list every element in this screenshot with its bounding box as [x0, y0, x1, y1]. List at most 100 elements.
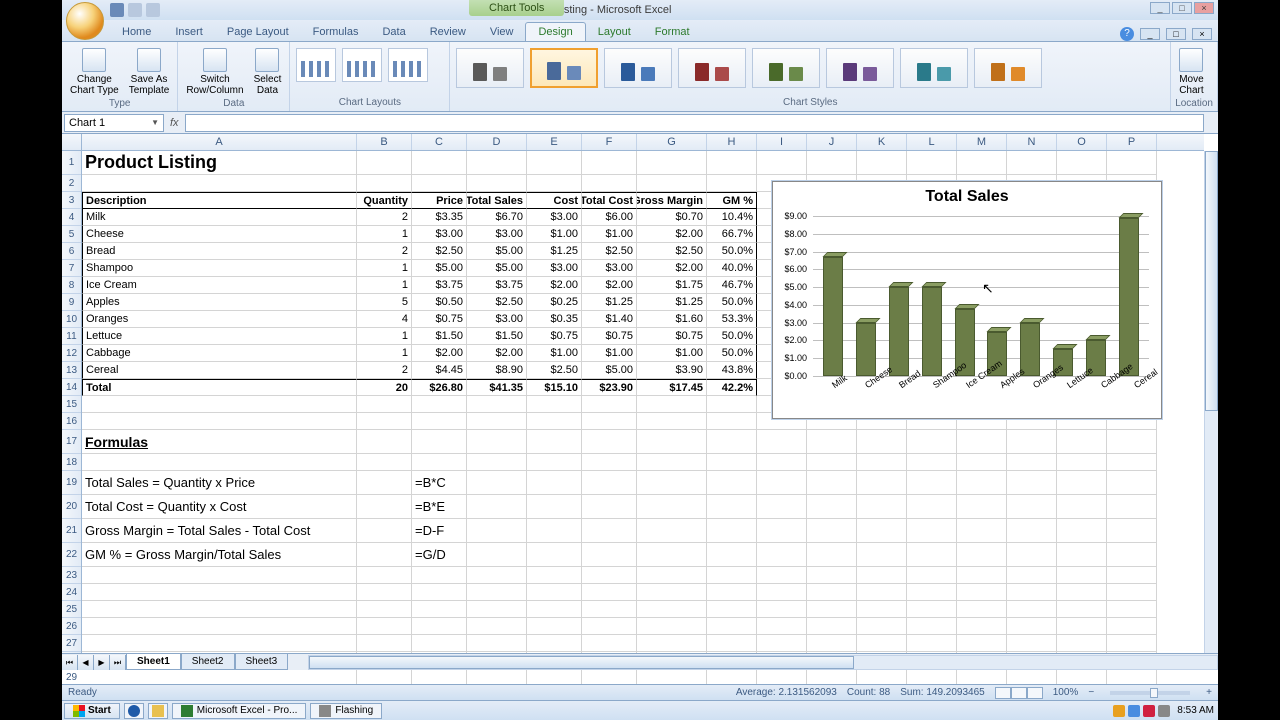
col-header-B[interactable]: B — [357, 134, 412, 150]
cell-M19[interactable] — [957, 471, 1007, 495]
cell-E18[interactable] — [527, 454, 582, 471]
cell-A21[interactable]: Gross Margin = Total Sales - Total Cost — [82, 519, 357, 543]
cell-A8[interactable]: Ice Cream — [82, 277, 357, 294]
cell-C22[interactable]: =G/D — [412, 543, 467, 567]
cell-G8[interactable]: $1.75 — [637, 277, 707, 294]
vertical-scrollbar[interactable] — [1204, 151, 1218, 670]
tray-icon[interactable] — [1128, 705, 1140, 717]
prev-sheet-button[interactable]: ◀ — [78, 655, 94, 670]
cell-D10[interactable]: $3.00 — [467, 311, 527, 328]
fx-button[interactable]: fx — [170, 117, 179, 129]
cell-C20[interactable]: =B*E — [412, 495, 467, 519]
cell-D11[interactable]: $1.50 — [467, 328, 527, 345]
row-header-9[interactable]: 9 — [62, 294, 81, 311]
cell-F15[interactable] — [582, 396, 637, 413]
row-header-27[interactable]: 27 — [62, 635, 81, 652]
cell-A29[interactable] — [82, 669, 357, 684]
cell-D16[interactable] — [467, 413, 527, 430]
cell-I27[interactable] — [757, 635, 807, 652]
cell-L21[interactable] — [907, 519, 957, 543]
row-header-8[interactable]: 8 — [62, 277, 81, 294]
cell-H12[interactable]: 50.0% — [707, 345, 757, 362]
change-chart-type-button[interactable]: Change Chart Type — [66, 46, 123, 98]
cell-A7[interactable]: Shampoo — [82, 260, 357, 277]
cell-M26[interactable] — [957, 618, 1007, 635]
cell-B18[interactable] — [357, 454, 412, 471]
cell-A2[interactable] — [82, 175, 357, 192]
cell-I29[interactable] — [757, 669, 807, 684]
cell-N24[interactable] — [1007, 584, 1057, 601]
cell-C24[interactable] — [412, 584, 467, 601]
tab-layout[interactable]: Layout — [586, 23, 643, 41]
tab-format[interactable]: Format — [643, 23, 702, 41]
cell-K25[interactable] — [857, 601, 907, 618]
tab-design[interactable]: Design — [525, 22, 585, 41]
cell-H10[interactable]: 53.3% — [707, 311, 757, 328]
cell-H7[interactable]: 40.0% — [707, 260, 757, 277]
cell-H6[interactable]: 50.0% — [707, 243, 757, 260]
help-icon[interactable]: ? — [1120, 27, 1134, 41]
chart-bar-Oranges[interactable] — [1020, 216, 1040, 376]
cell-F18[interactable] — [582, 454, 637, 471]
cell-M23[interactable] — [957, 567, 1007, 584]
cell-O17[interactable] — [1057, 430, 1107, 454]
taskbar-item-flashing[interactable]: Flashing — [310, 703, 382, 719]
cell-C1[interactable] — [412, 151, 467, 175]
cell-H11[interactable]: 50.0% — [707, 328, 757, 345]
cell-H21[interactable] — [707, 519, 757, 543]
taskbar-item-excel[interactable]: Microsoft Excel - Pro... — [172, 703, 307, 719]
row-header-3[interactable]: 3 — [62, 192, 81, 209]
tab-formulas[interactable]: Formulas — [301, 23, 371, 41]
row-header-2[interactable]: 2 — [62, 175, 81, 192]
cell-E1[interactable] — [527, 151, 582, 175]
cell-A17[interactable]: Formulas — [82, 430, 357, 454]
cell-E29[interactable] — [527, 669, 582, 684]
select-data-button[interactable]: Select Data — [250, 46, 286, 98]
cell-G9[interactable]: $1.25 — [637, 294, 707, 311]
col-header-N[interactable]: N — [1007, 134, 1057, 150]
cell-P21[interactable] — [1107, 519, 1157, 543]
cell-D8[interactable]: $3.75 — [467, 277, 527, 294]
cell-K21[interactable] — [857, 519, 907, 543]
cell-C26[interactable] — [412, 618, 467, 635]
cell-D15[interactable] — [467, 396, 527, 413]
cell-F29[interactable] — [582, 669, 637, 684]
cell-H24[interactable] — [707, 584, 757, 601]
cell-J20[interactable] — [807, 495, 857, 519]
cell-J21[interactable] — [807, 519, 857, 543]
cell-B12[interactable]: 1 — [357, 345, 412, 362]
cell-C18[interactable] — [412, 454, 467, 471]
cell-E17[interactable] — [527, 430, 582, 454]
cell-C4[interactable]: $3.35 — [412, 209, 467, 226]
cell-F16[interactable] — [582, 413, 637, 430]
cell-O26[interactable] — [1057, 618, 1107, 635]
cell-F23[interactable] — [582, 567, 637, 584]
cell-F22[interactable] — [582, 543, 637, 567]
row-header-15[interactable]: 15 — [62, 396, 81, 413]
save-icon[interactable] — [110, 3, 124, 17]
cell-O22[interactable] — [1057, 543, 1107, 567]
cell-C21[interactable]: =D-F — [412, 519, 467, 543]
cell-P20[interactable] — [1107, 495, 1157, 519]
cell-F9[interactable]: $1.25 — [582, 294, 637, 311]
row-header-6[interactable]: 6 — [62, 243, 81, 260]
cell-B25[interactable] — [357, 601, 412, 618]
cell-G4[interactable]: $0.70 — [637, 209, 707, 226]
cell-H16[interactable] — [707, 413, 757, 430]
sheet-tab-sheet1[interactable]: Sheet1 — [126, 654, 181, 670]
cell-O21[interactable] — [1057, 519, 1107, 543]
hscroll-thumb[interactable] — [309, 656, 854, 669]
col-header-E[interactable]: E — [527, 134, 582, 150]
close-button[interactable]: × — [1194, 2, 1214, 14]
quick-launch-explorer[interactable] — [148, 703, 168, 719]
col-header-M[interactable]: M — [957, 134, 1007, 150]
col-header-I[interactable]: I — [757, 134, 807, 150]
next-sheet-button[interactable]: ▶ — [94, 655, 110, 670]
office-button[interactable] — [66, 2, 104, 40]
cell-D1[interactable] — [467, 151, 527, 175]
cell-N21[interactable] — [1007, 519, 1057, 543]
sheet-tab-sheet2[interactable]: Sheet2 — [181, 654, 235, 670]
cell-I25[interactable] — [757, 601, 807, 618]
cell-D21[interactable] — [467, 519, 527, 543]
cell-D29[interactable] — [467, 669, 527, 684]
